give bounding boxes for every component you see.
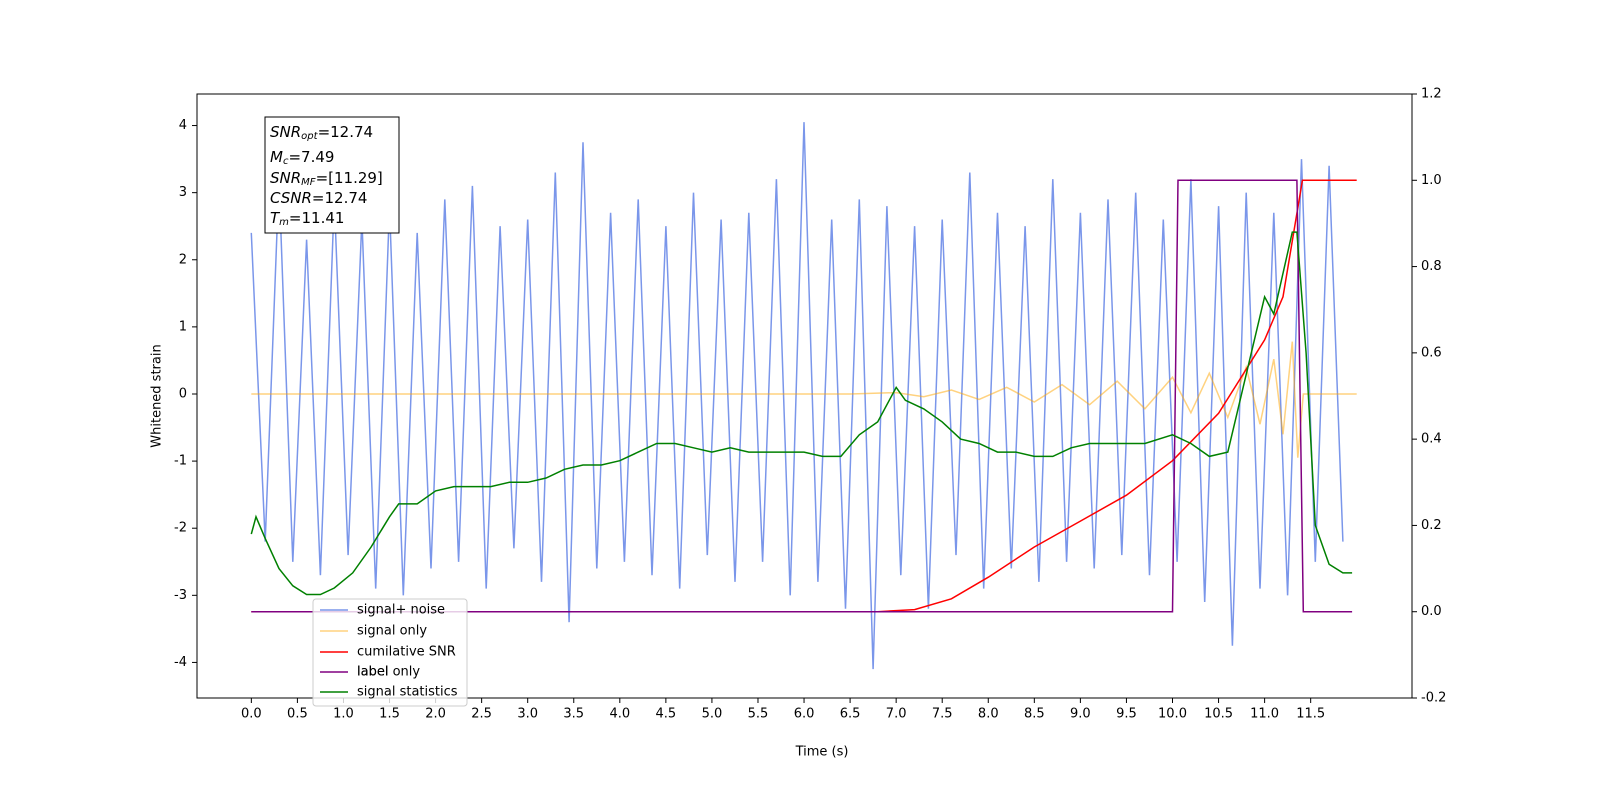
annotation: SNRopt=12.74Mc=7.49SNRMF=[11.29]CSNR=12.… (264, 116, 400, 234)
legend-label: label (357, 665, 388, 680)
y-tick-label: -2 (174, 521, 187, 536)
x-tick-label: 4.5 (656, 707, 677, 722)
y2-tick-label: 0.0 (1421, 604, 1442, 619)
legend-label: label only (357, 665, 420, 680)
x-tick-label: 1.5 (379, 707, 400, 722)
annotation-main: SNR (270, 123, 301, 141)
y-tick-label: 2 (179, 252, 187, 267)
x-tick-label: 0.5 (287, 707, 308, 722)
x-tick-label: 1.0 (333, 707, 354, 722)
annotation-main: SNR (270, 169, 301, 187)
x-tick-label: 7.0 (886, 707, 907, 722)
y2-tick-label: 1.0 (1421, 173, 1442, 188)
annotation-line: Tm=11.41 (270, 209, 344, 229)
x-tick-label: 9.0 (1070, 707, 1091, 722)
annotation-rest: =12.74 (318, 123, 374, 141)
annotation-sub: MF (301, 177, 316, 188)
y-tick-label: -4 (174, 655, 187, 670)
legend-label: signal+ noise (357, 603, 445, 618)
series-line (250, 122, 1344, 670)
annotation-rest: =11.41 (289, 209, 345, 227)
x-tick-label: 5.5 (748, 707, 769, 722)
annotation-main: T (270, 209, 281, 227)
x-tick-label: 10.0 (1158, 707, 1187, 722)
legend-box (312, 598, 468, 707)
x-axis-label: Time (s) (795, 745, 849, 760)
annotation-line: SNRopt=12.74 (270, 123, 373, 143)
y-tick-label: 3 (179, 185, 187, 200)
y2-tick-label: 0.4 (1421, 432, 1442, 447)
y-tick-label: 1 (179, 319, 187, 334)
annotation-sub: m (279, 217, 289, 228)
annotation-line: Mc=7.49 (270, 148, 334, 168)
series-line (250, 231, 1353, 596)
y2-tick-label: 0.8 (1421, 259, 1442, 274)
series-line (251, 341, 1357, 458)
annotation-main: CSNR (270, 189, 312, 207)
annotation-rest: =[11.29] (316, 169, 383, 187)
y2-tick-label: 0.2 (1421, 518, 1442, 533)
y-tick-label: 0 (179, 386, 187, 401)
x-tick-label: 6.5 (840, 707, 861, 722)
y2-tick-label: 1.2 (1421, 87, 1442, 102)
x-tick-label: 8.0 (978, 707, 999, 722)
x-tick-label: 10.5 (1204, 707, 1233, 722)
annotation-sub: opt (301, 131, 318, 142)
x-tick-label: 9.5 (1116, 707, 1137, 722)
x-tick-label: 7.5 (932, 707, 953, 722)
y-axis-label: Whitened strain (150, 344, 165, 447)
x-tick-label: 11.5 (1296, 707, 1325, 722)
x-tick-label: 2.0 (425, 707, 446, 722)
x-tick-label: 8.5 (1024, 707, 1045, 722)
x-tick-label: 4.0 (609, 707, 630, 722)
annotation-line: CSNR=12.74 (270, 189, 367, 207)
y-tick-label: -3 (174, 588, 187, 603)
annotation-main: M (270, 148, 283, 166)
x-tick-label: 11.0 (1250, 707, 1279, 722)
x-tick-label: 0.0 (241, 707, 262, 722)
legend-label: cumilative SNR (357, 645, 456, 660)
annotation-rest: =12.74 (312, 189, 368, 207)
annotation-box (264, 116, 400, 234)
plot-frame (196, 93, 1413, 699)
annotation-rest: =7.49 (288, 148, 334, 166)
annotation-line: SNRMF=[11.29] (270, 169, 383, 189)
x-tick-label: 5.0 (702, 707, 723, 722)
series-line (251, 179, 1353, 613)
legend-label: signal only (357, 624, 427, 639)
y2-tick-label: -0.2 (1421, 691, 1446, 706)
y-tick-label: 4 (179, 118, 187, 133)
series-line (251, 179, 1357, 613)
annotation-sub: c (283, 156, 289, 167)
legend: signal+ noise signal only cumilative SNR la… (312, 598, 468, 707)
x-tick-label: 3.5 (563, 707, 584, 722)
x-tick-label: 6.0 (794, 707, 815, 722)
legend-label: signal statistics (357, 685, 458, 700)
x-tick-label: 3.0 (517, 707, 538, 722)
x-tick-label: 2.5 (471, 707, 492, 722)
y-tick-label: -1 (174, 454, 187, 469)
y2-tick-label: 0.6 (1421, 345, 1442, 360)
